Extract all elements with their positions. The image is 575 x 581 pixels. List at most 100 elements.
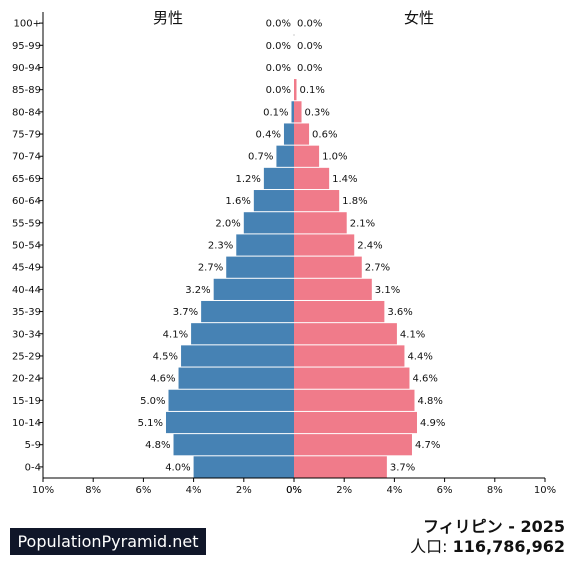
female-value-label: 2.7% [365, 263, 390, 274]
female-value-label: 3.7% [390, 462, 415, 473]
female-bar [294, 123, 310, 145]
age-group-label: 95-99 [12, 41, 41, 52]
female-value-label: 0.0% [297, 63, 322, 74]
male-value-label: 5.0% [140, 396, 165, 407]
male-value-label: 0.0% [266, 19, 291, 30]
age-group-label: 70-74 [12, 152, 41, 163]
female-value-label: 2.1% [350, 218, 375, 229]
female-bar [294, 456, 387, 478]
female-value-label: 4.1% [400, 329, 425, 340]
chart-bars [165, 79, 417, 478]
male-bar [263, 167, 294, 190]
female-bar [294, 79, 297, 101]
age-group-label: 85-89 [12, 85, 41, 96]
x-tick-label-right: 10% [534, 485, 556, 496]
female-bar [294, 212, 347, 234]
male-bar [173, 434, 294, 456]
age-group-label: 75-79 [12, 130, 41, 141]
female-bar [294, 234, 355, 256]
x-tick-label-left: 0% [286, 485, 302, 496]
female-value-label: 1.0% [322, 152, 347, 163]
male-value-label: 5.1% [138, 418, 163, 429]
x-tick-label-right: 8% [487, 485, 503, 496]
male-value-label: 0.0% [266, 85, 291, 96]
population-pyramid-chart: 100+ 95-99 90-94 85-89 80-84 75-79 70-74 65-69 6… [12, 9, 556, 496]
age-group-label: 90-94 [12, 63, 41, 74]
male-value-label: 4.0% [165, 462, 190, 473]
male-value-label: 0.4% [256, 130, 281, 141]
male-value-label: 2.3% [208, 241, 233, 252]
male-value-label: 3.2% [185, 285, 210, 296]
age-group-label: 60-64 [12, 196, 41, 207]
male-bar [213, 278, 294, 300]
chart-axes: 100+ 95-99 90-94 85-89 80-84 75-79 70-74 65-69 6… [12, 12, 556, 496]
female-value-label: 0.6% [312, 130, 337, 141]
female-value-label: 4.8% [417, 396, 442, 407]
age-group-label: 10-14 [12, 418, 41, 429]
x-tick-label-right: 0% [286, 485, 302, 496]
female-bar [294, 389, 415, 411]
female-bar [294, 167, 330, 190]
female-value-label: 0.3% [305, 107, 330, 118]
male-value-label: 4.6% [150, 374, 175, 385]
x-tick-label-right: 4% [386, 485, 402, 496]
population-label: 人口: [410, 537, 453, 556]
male-value-label: 1.6% [225, 196, 250, 207]
male-value-label: 1.2% [235, 174, 260, 185]
age-group-label: 100+ [14, 19, 41, 30]
x-tick-label-left: 8% [85, 485, 101, 496]
female-bar [294, 323, 397, 345]
female-value-label: 4.7% [415, 440, 440, 451]
female-bar [294, 300, 385, 323]
female-side-title: 女性 [404, 9, 434, 27]
brand-logo-link[interactable]: PopulationPyramid.net [10, 528, 206, 555]
age-group-label: 20-24 [12, 374, 41, 385]
male-bar [168, 389, 294, 411]
x-tick-label-left: 6% [135, 485, 151, 496]
male-bar [283, 123, 294, 145]
male-bar [191, 323, 294, 345]
male-bar [236, 234, 294, 256]
male-bar [193, 456, 294, 478]
population-total: 人口: 116,786,962 [410, 533, 565, 557]
female-bar [294, 345, 405, 367]
female-value-label: 2.4% [357, 241, 382, 252]
x-tick-label-left: 10% [32, 485, 54, 496]
male-bar [276, 145, 294, 167]
x-tick-label-right: 6% [437, 485, 453, 496]
x-tick-label-left: 4% [186, 485, 202, 496]
age-group-label: 45-49 [12, 263, 41, 274]
male-bar [178, 367, 294, 389]
age-group-label: 30-34 [12, 329, 41, 340]
female-value-label: 1.8% [342, 196, 367, 207]
male-value-label: 4.1% [163, 329, 188, 340]
male-bar [243, 212, 294, 234]
age-group-label: 65-69 [12, 174, 41, 185]
age-group-label: 5-9 [25, 440, 41, 451]
female-bar [294, 145, 320, 167]
male-value-label: 0.0% [266, 41, 291, 52]
female-bar [294, 434, 412, 456]
male-value-label: 3.7% [173, 307, 198, 318]
male-value-label: 4.5% [153, 351, 178, 362]
female-value-label: 3.6% [387, 307, 412, 318]
x-tick-label-left: 2% [236, 485, 252, 496]
female-value-label: 4.6% [412, 374, 437, 385]
female-value-label: 3.1% [375, 285, 400, 296]
age-group-label: 40-44 [12, 285, 41, 296]
male-bar [226, 256, 294, 278]
age-group-label: 15-19 [12, 396, 41, 407]
female-value-label: 0.1% [300, 85, 325, 96]
male-bar [253, 190, 294, 212]
female-value-label: 0.0% [297, 41, 322, 52]
male-side-title: 男性 [153, 9, 183, 27]
male-bar [165, 411, 294, 434]
female-value-label: 1.4% [332, 174, 357, 185]
female-bar [294, 256, 362, 278]
female-bar [294, 367, 410, 389]
age-group-label: 35-39 [12, 307, 41, 318]
age-group-label: 25-29 [12, 351, 41, 362]
male-value-label: 0.0% [266, 63, 291, 74]
female-bar [294, 190, 340, 212]
